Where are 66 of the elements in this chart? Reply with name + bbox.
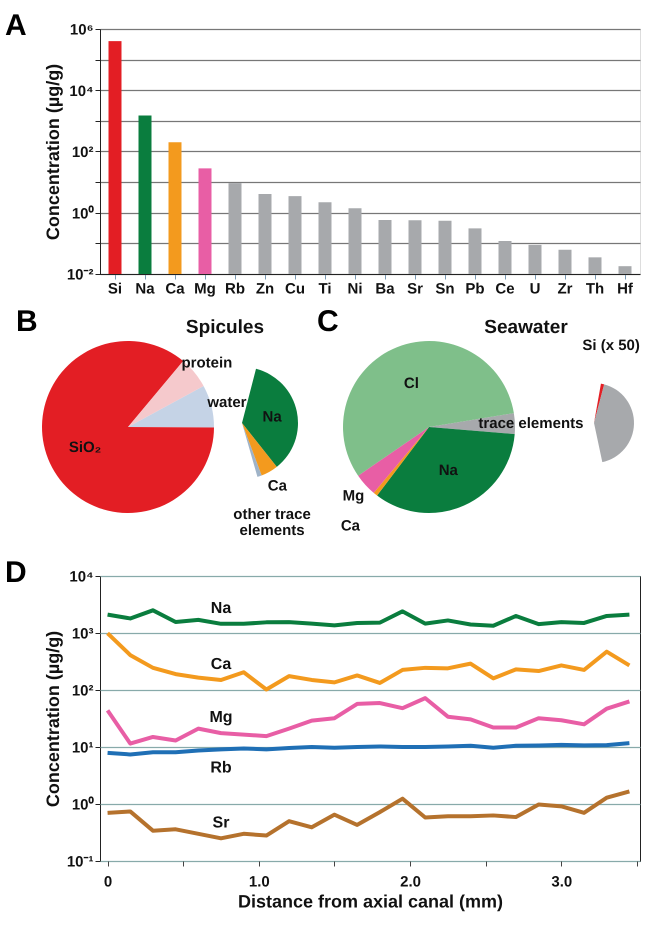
y-tick-label: 10⁴ <box>69 82 94 100</box>
x-tick-label: Sr <box>407 280 424 298</box>
pie-slice <box>343 341 514 476</box>
x-tick-label: 1.0 <box>248 874 270 890</box>
x-tick-label: Ba <box>375 280 396 298</box>
x-tick-label: Hf <box>617 280 634 298</box>
text: A <box>5 9 27 42</box>
x-tick-label: Si <box>108 280 122 298</box>
y-tick-label: 10⁻¹ <box>66 854 94 870</box>
x-tick-label: Sn <box>435 280 455 298</box>
slice-label: protein <box>182 354 232 372</box>
series-label: Ca <box>210 656 232 673</box>
x-tick-label: Rb <box>225 280 245 298</box>
x-tick-label: Zr <box>558 280 573 298</box>
y-tick-label: 10⁴ <box>69 568 94 586</box>
x-tick-label: 3.0 <box>551 874 572 890</box>
y-tick-label: 10³ <box>72 626 94 642</box>
text: C <box>317 305 339 338</box>
pie-slice <box>374 427 429 496</box>
y-tick-label: 10⁰ <box>72 204 94 222</box>
x-tick-label: 0 <box>104 874 112 890</box>
slice-label: Si (x 50) <box>582 336 640 354</box>
slice-label: other trace elements <box>233 506 311 540</box>
y-axis-title: Concentration (µg/g) <box>42 630 63 808</box>
y-axis-title: Concentration (µg/g) <box>42 64 63 240</box>
slice-label: Mg <box>342 488 364 505</box>
x-tick-label: Ti <box>318 280 332 298</box>
x-tick-label: Ca <box>165 280 186 298</box>
slice-label: Na <box>262 408 282 426</box>
x-tick-label: 2.0 <box>400 874 422 890</box>
slice-label: Ca <box>268 478 288 495</box>
x-tick-label: Na <box>135 280 156 298</box>
y-tick-label: 10² <box>72 682 94 700</box>
x-tick-label: Pb <box>465 280 485 298</box>
series-label: Mg <box>209 709 233 726</box>
chart-title: Spicules <box>186 317 264 338</box>
x-tick-label: Th <box>586 280 604 298</box>
y-tick-label: 10² <box>72 144 94 161</box>
x-tick-label: Ni <box>348 280 362 298</box>
x-tick-label: Zn <box>256 280 274 298</box>
line-series <box>106 631 632 692</box>
y-tick-label: 10⁻² <box>66 266 94 284</box>
x-tick-label: Mg <box>194 280 216 298</box>
line-series <box>106 696 632 746</box>
slice-label: Na <box>438 462 459 480</box>
text: B <box>16 305 38 338</box>
slice-label: Cl <box>404 375 419 392</box>
pie-slice <box>377 427 515 513</box>
series-label: Sr <box>212 814 230 832</box>
x-tick-label: Cu <box>285 280 305 298</box>
slice-label: trace elements <box>478 414 584 432</box>
chart-title: Seawater <box>484 317 568 338</box>
y-tick-label: 10¹ <box>72 740 94 756</box>
x-axis-title: Distance from axial canal (mm) <box>238 892 504 912</box>
y-tick-label: 10⁰ <box>72 796 94 814</box>
series-label: Na <box>210 600 232 617</box>
line-series <box>106 789 632 840</box>
slice-label: water <box>206 394 247 412</box>
x-tick-label: U <box>530 280 540 298</box>
y-tick-label: 10⁶ <box>70 22 94 38</box>
series-label: Rb <box>210 759 232 776</box>
line-series <box>106 741 632 756</box>
slice-label: Ca <box>340 518 361 534</box>
text: D <box>5 556 27 589</box>
slice-label: SiO₂ <box>68 438 102 456</box>
x-tick-label: Ce <box>495 280 515 298</box>
